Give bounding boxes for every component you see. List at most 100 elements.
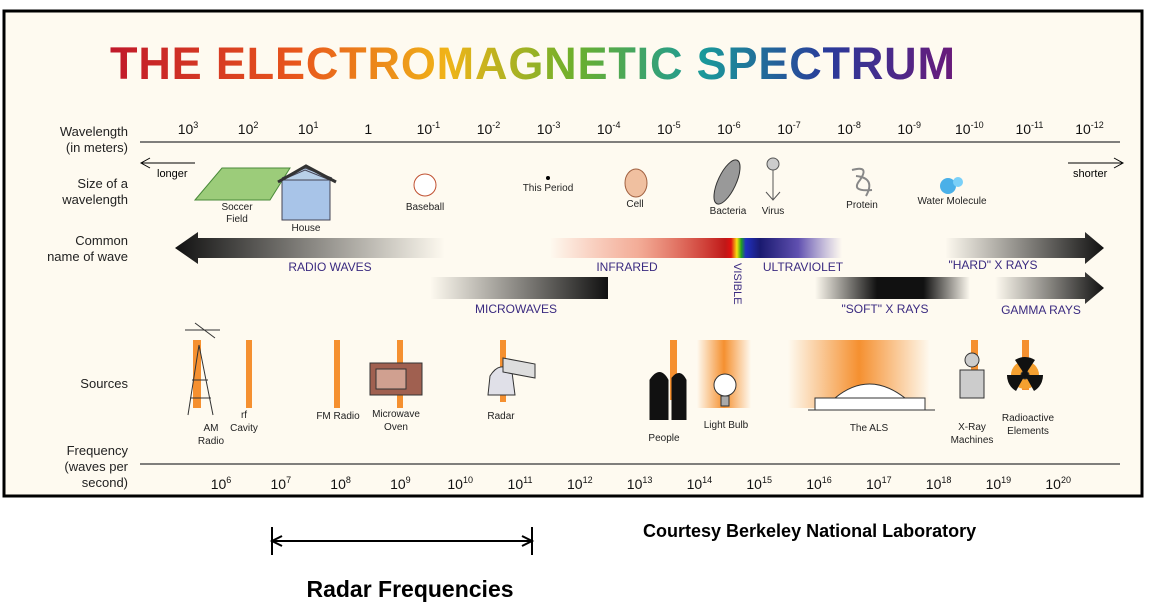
label-line: Radar <box>487 411 515 422</box>
microwave-band <box>430 277 608 299</box>
label-line: Wavelength <box>60 124 128 139</box>
tick-base: 10 <box>537 121 553 137</box>
label-line: wavelength <box>61 192 128 207</box>
wavelength-tick: 1 <box>364 121 372 137</box>
tick-exponent: -12 <box>1091 120 1104 130</box>
credit: Courtesy Berkeley National Laboratory <box>643 521 976 541</box>
label-line: Size of a <box>77 176 128 191</box>
tick-base: 10 <box>657 121 673 137</box>
tick-base: 10 <box>837 121 853 137</box>
tick-base: 10 <box>687 476 703 492</box>
tick-base: 10 <box>477 121 493 137</box>
tick-base: 10 <box>298 121 314 137</box>
label-line: Common <box>75 233 128 248</box>
label-line: Elements <box>1007 426 1049 437</box>
row-label: Frequency (waves per second) <box>64 443 128 490</box>
label-line: Microwave <box>372 409 420 420</box>
tick-exponent: -8 <box>853 120 861 130</box>
wavelength-tick: 103 <box>178 120 199 137</box>
tick-base: 10 <box>417 121 433 137</box>
frequency-tick: 1019 <box>986 475 1012 492</box>
frequency-tick: 106 <box>211 475 232 492</box>
tick-base: 10 <box>955 121 971 137</box>
label-line: Cavity <box>230 423 258 434</box>
label-line: Oven <box>384 422 408 433</box>
label-line: Machines <box>951 435 994 446</box>
tick-exponent: 2 <box>253 120 258 130</box>
tick-base: 10 <box>271 476 287 492</box>
tick-exponent: -3 <box>552 120 560 130</box>
label-line: Protein <box>846 200 878 211</box>
label-line: The ALS <box>850 423 889 434</box>
tick-exponent: 11 <box>523 475 532 485</box>
frequency-tick: 1020 <box>1045 475 1071 492</box>
size-item-label: Protein <box>846 200 878 211</box>
frequency-tick: 109 <box>390 475 411 492</box>
radar-range-arrow <box>269 527 535 555</box>
tick-base: 10 <box>567 476 583 492</box>
longer-arrow <box>139 157 195 169</box>
wavelength-tick: 10-5 <box>657 120 681 137</box>
tick-exponent: -11 <box>1031 120 1043 130</box>
tick-exponent: 18 <box>941 475 951 485</box>
wavelength-tick: 10-6 <box>717 120 741 137</box>
source-label: rf Cavity <box>230 410 258 434</box>
size-item-label: Virus <box>762 206 785 217</box>
frequency-tick: 108 <box>330 475 351 492</box>
tick-exponent: -2 <box>492 120 500 130</box>
wavelength-tick: 10-9 <box>897 120 921 137</box>
source-icons <box>185 322 1044 420</box>
tick-exponent: -10 <box>971 120 984 130</box>
tick-base: 10 <box>1075 121 1091 137</box>
wavelength-tick: 10-4 <box>597 120 621 137</box>
row-label: Wavelength (in meters) <box>60 124 128 155</box>
source-label: The ALS <box>850 423 889 434</box>
tick-exponent: -9 <box>913 120 921 130</box>
tick-exponent: -1 <box>432 120 440 130</box>
wave-name: MICROWAVES <box>475 302 557 316</box>
tick-base: 10 <box>447 476 463 492</box>
tick-exponent: 12 <box>583 475 593 485</box>
wavelength-tick: 10-8 <box>837 120 861 137</box>
frequency-tick: 1011 <box>508 475 533 492</box>
tick-base: 10 <box>211 476 227 492</box>
frequency-tick: 1014 <box>687 475 713 492</box>
tick-exponent: 17 <box>882 475 892 485</box>
tick-exponent: -6 <box>733 120 741 130</box>
tick-base: 10 <box>178 121 194 137</box>
size-item-label: This Period <box>523 183 574 194</box>
label-line: Radio <box>198 436 225 447</box>
label-line: Virus <box>762 206 785 217</box>
wavelength-tick: 10-3 <box>537 120 561 137</box>
title: THE ELECTROMAGNETIC SPECTRUM <box>110 38 955 89</box>
shorter-arrow <box>1068 157 1125 169</box>
label-line: Bacteria <box>710 206 747 217</box>
source-label: Radioactive Elements <box>1002 413 1055 437</box>
source-label: Radar <box>487 411 515 422</box>
wave-name: VISIBLE <box>731 263 743 305</box>
label-line: Water Molecule <box>917 196 987 207</box>
label-line: Frequency <box>67 443 129 458</box>
size-item-label: Soccer Field <box>221 202 253 225</box>
tick-base: 10 <box>897 121 913 137</box>
row-label: Common name of wave <box>47 233 128 264</box>
source-label: Microwave Oven <box>372 409 420 433</box>
label-line: Cell <box>626 199 643 210</box>
frequency-tick: 1016 <box>806 475 832 492</box>
label-line: X-Ray <box>958 422 986 433</box>
tick-exponent: 15 <box>762 475 772 485</box>
soft-xray-band <box>815 277 970 299</box>
tick-base: 10 <box>508 476 524 492</box>
label-line: Baseball <box>406 202 444 213</box>
row-label: Size of a wavelength <box>61 176 129 207</box>
tick-base: 10 <box>777 121 793 137</box>
size-icons <box>193 157 963 221</box>
label-line: People <box>648 433 680 444</box>
optical-band <box>550 238 842 258</box>
wavelength-tick: 10-12 <box>1075 120 1104 137</box>
source-label: AM Radio <box>198 423 225 447</box>
tick-exponent: 9 <box>406 475 411 485</box>
wave-name: GAMMA RAYS <box>1001 303 1081 317</box>
tick-exponent: 3 <box>193 120 198 130</box>
tick-exponent: 7 <box>286 475 291 485</box>
